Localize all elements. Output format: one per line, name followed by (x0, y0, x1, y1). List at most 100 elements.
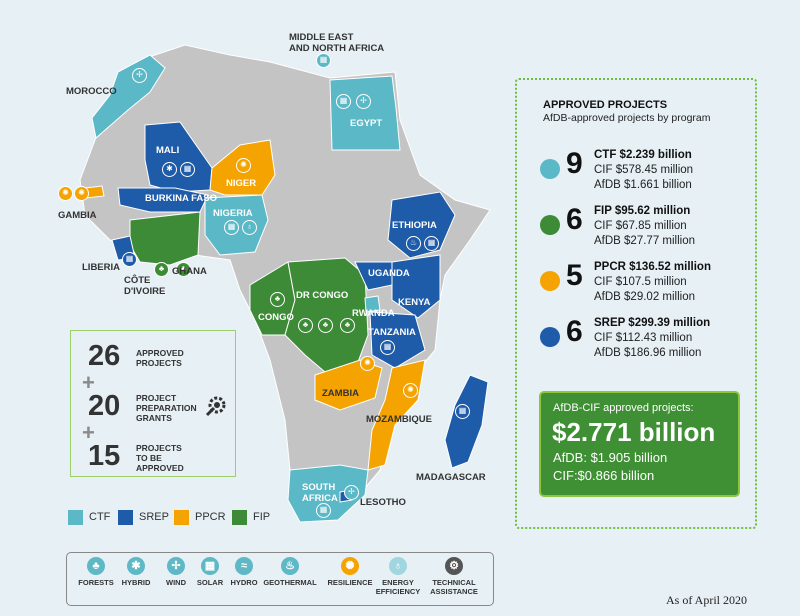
map-project-icon: ▦ (455, 404, 470, 419)
map-project-icon: ♁ (242, 220, 257, 235)
panel-title: APPROVED PROJECTS (543, 99, 668, 111)
map-project-icon: ✢ (344, 485, 359, 500)
map-project-icon: ✢ (356, 94, 371, 109)
map-project-icon: ✱ (162, 162, 177, 177)
legend-hydro: ≈ HYDRO (216, 557, 272, 587)
map-project-icon: ▦ (316, 503, 331, 518)
plus-sign: + (82, 370, 95, 395)
total-label: AfDB-CIF approved projects: (553, 402, 694, 414)
program-fip: 6 FIP $95.62 million CIF $67.85 million … (540, 201, 750, 257)
map-project-icon: ▦ (424, 236, 439, 251)
map-label-zambia: ZAMBIA (322, 388, 359, 399)
approved-count: 26 (88, 340, 121, 372)
grants-label: PROJECT PREPARATION GRANTS (136, 393, 197, 423)
map-label-burkina: BURKINA FASO (145, 193, 217, 204)
map-project-icon: ✺ (58, 186, 73, 201)
plus-sign: + (82, 420, 95, 445)
wind-icon: ✢ (167, 557, 185, 575)
srep-dot (540, 327, 560, 347)
map-label-congo: CONGO (258, 312, 294, 323)
map-label-nigeria: NIGERIA (213, 208, 253, 219)
map-label-ethiopia: ETHIOPIA (392, 220, 437, 231)
map-label-egypt: EGYPT (350, 118, 383, 129)
legend-forests: ♣ FORESTS (68, 557, 124, 587)
map-project-icon: ✺ (360, 356, 375, 371)
solar-icon: ▦ (201, 557, 219, 575)
srep-swatch (118, 510, 133, 525)
fip-dot (540, 215, 560, 235)
geothermal-icon: ♨ (281, 557, 299, 575)
program-afdb: AfDB $1.661 billion (594, 179, 692, 191)
legend-resilience: ✺ RESILIENCE (322, 557, 378, 587)
cotedivoire-ghana-region (129, 211, 201, 266)
tobe-label: PROJECTS TO BE APPROVED (136, 443, 184, 473)
map-label-uganda: UGANDA (368, 268, 410, 279)
map-project-icon: ♨ (406, 236, 421, 251)
resilience-icon: ✺ (341, 557, 359, 575)
forests-icon: ♣ (87, 557, 105, 575)
approved-label: APPROVED PROJECTS (136, 348, 184, 368)
map-label-kenya: KENYA (398, 297, 431, 308)
panel-subtitle: AfDB-approved projects by program (543, 112, 711, 124)
program-count: 5 (566, 259, 583, 292)
legend-energy-efficiency: ♁ ENERGY EFFICIENCY (370, 557, 426, 596)
ppcr-swatch (174, 510, 189, 525)
map-project-icon: ♣ (340, 318, 355, 333)
legend-technical-assistance: ⚙ TECHNICAL ASSISTANCE (426, 557, 482, 596)
program-total: PPCR $136.52 million (594, 261, 711, 273)
map-project-icon: ✢ (132, 68, 147, 83)
legend-wind: ✢ WIND (148, 557, 204, 587)
map-label-liberia: LIBERIA (82, 262, 120, 273)
legend-geothermal: ♨ GEOTHERMAL (262, 557, 318, 587)
map-project-icon: ♣ (270, 292, 285, 307)
map-label-madagascar: MADAGASCAR (416, 472, 486, 483)
mali-region (144, 121, 213, 193)
map-project-icon: ♣ (298, 318, 313, 333)
hydro-icon: ≈ (235, 557, 253, 575)
map-project-icon: ✺ (74, 186, 89, 201)
program-total: SREP $299.39 million (594, 317, 711, 329)
wrench-gear-icon (205, 396, 226, 417)
map-label-mali: MALI (156, 145, 180, 156)
rwanda-region (364, 295, 381, 313)
map-project-icon: ♣ (176, 262, 191, 277)
key-label: PPCR (195, 511, 226, 523)
map-project-icon: ▦ (224, 220, 239, 235)
map-label-niger: NIGER (226, 178, 257, 189)
program-ppcr: 5 PPCR $136.52 million CIF $107.5 millio… (540, 257, 750, 313)
program-afdb: AfDB $29.02 million (594, 291, 695, 303)
map-label-drcongo: DR CONGO (296, 290, 349, 301)
southafrica-region (287, 464, 369, 523)
program-ctf: 9 CTF $2.239 billion CIF $578.45 million… (540, 145, 750, 201)
madagascar-region (444, 374, 489, 469)
key-label: CTF (89, 511, 111, 523)
grants-count: 20 (88, 390, 121, 422)
ctf-swatch (68, 510, 83, 525)
map-project-icon: ✺ (236, 158, 251, 173)
fip-swatch (232, 510, 247, 525)
program-count: 6 (566, 203, 583, 236)
map-project-icon: ✺ (403, 383, 418, 398)
as-of-date: As of April 2020 (666, 593, 747, 607)
program-cif: CIF $578.45 million (594, 164, 694, 176)
total-approved-box: AfDB-CIF approved projects: $2.771 billi… (539, 391, 740, 497)
program-srep: 6 SREP $299.39 million CIF $112.43 milli… (540, 313, 750, 369)
map-label-tanzania: TANZANIA (368, 327, 416, 338)
map-project-icon: ▦ (122, 252, 137, 267)
ppcr-dot (540, 271, 560, 291)
map-project-icon: ▦ (336, 94, 351, 109)
map-project-icon: ♣ (154, 262, 169, 277)
key-label: SREP (139, 511, 169, 523)
program-cif: CIF $112.43 million (594, 332, 693, 344)
program-total: FIP $95.62 million (594, 205, 691, 217)
map-project-icon: ♣ (318, 318, 333, 333)
total-amount: $2.771 billion (552, 417, 716, 447)
program-afdb: AfDB $27.77 million (594, 235, 695, 247)
map-project-icon: ▦ (180, 162, 195, 177)
map-label-rwanda: RWANDA (352, 308, 395, 319)
program-count: 9 (566, 147, 583, 180)
map-label-lesotho: LESOTHO (360, 497, 406, 508)
map-label-ghana: GHANA (172, 266, 207, 277)
ctf-dot (540, 159, 560, 179)
program-afdb: AfDB $186.96 million (594, 347, 702, 359)
